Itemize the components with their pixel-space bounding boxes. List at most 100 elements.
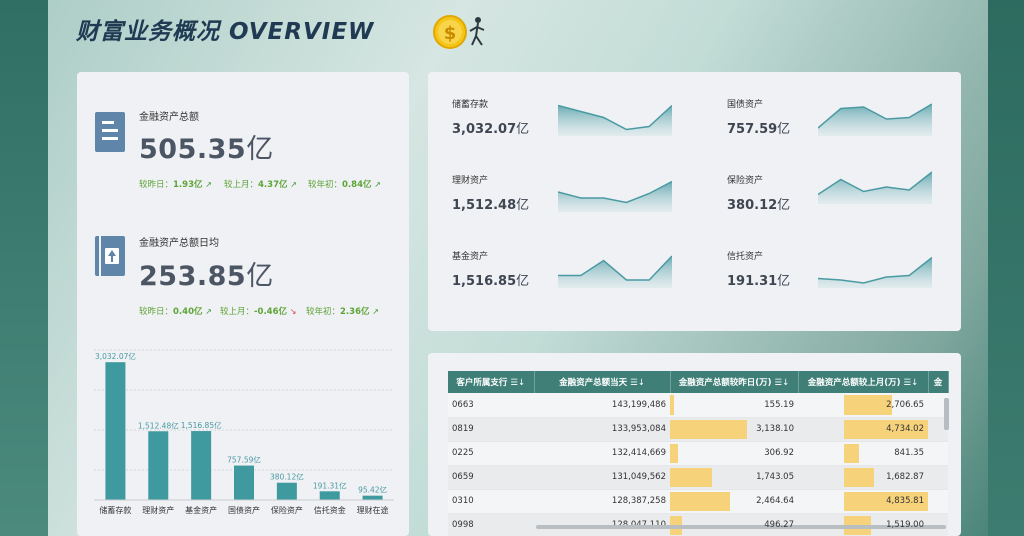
cell-branch: 0310 — [448, 489, 534, 514]
col-today-header[interactable]: 金融资产总额当天 ☰↓ — [534, 371, 671, 393]
cell-today: 132,414,669 — [534, 441, 670, 466]
cell-more — [928, 393, 948, 418]
sparkline-area — [558, 181, 672, 212]
sparkline-line — [558, 255, 672, 281]
bar-category-label: 信托资金 — [314, 505, 346, 515]
asset-label: 信托资产 — [727, 252, 764, 262]
sparkline — [818, 171, 932, 204]
bar-category-label: 理财资产 — [142, 505, 174, 515]
kpi-compare-yesterday: 较昨日：0.40亿 ↗ — [139, 307, 212, 317]
kpi-label-daily: 金融资产总额日均 — [139, 238, 219, 249]
table-row[interactable]: 0998128,047,110496.271,519.00 — [448, 513, 948, 536]
sparkline — [558, 255, 672, 288]
table-row[interactable]: 0310 128,387,258 2,464.64 4,835.81 — [448, 489, 948, 514]
data-bar — [844, 467, 875, 487]
sort-icon[interactable]: ☰↓ — [630, 378, 645, 388]
bar-data-label: 1,516.85亿 — [181, 420, 222, 430]
asset-label: 保险资产 — [727, 176, 764, 186]
background-edge-left — [0, 0, 48, 536]
cell-vs-yesterday: 1,743.05 — [670, 465, 798, 490]
sparkline — [818, 103, 932, 136]
kpi-compare-month: 较上月：-0.46亿 ↘ — [220, 307, 297, 317]
arrow-up-icon: ↗ — [372, 307, 379, 316]
bar-data-label: 757.59亿 — [227, 455, 261, 465]
cell-vs-yesterday: 2,464.64 — [670, 489, 798, 514]
table-row[interactable]: 0659 131,049,562 1,743.05 1,682.87 — [448, 465, 948, 490]
table-row[interactable]: 0663 143,199,486 155.19 2,706.65 — [448, 393, 948, 418]
sort-icon[interactable]: ☰↓ — [903, 378, 919, 388]
bar-data-label: 191.31亿 — [313, 480, 347, 490]
cell-vs-month: 841.35 — [798, 441, 928, 466]
asset-value: 757.59亿 — [727, 122, 791, 137]
sparkline — [818, 256, 932, 288]
col-vs-month-header[interactable]: 金融资产总额较上月(万) ☰↓ — [798, 371, 929, 393]
kpi-compare-month: 较上月：4.37亿 ↗ — [224, 180, 297, 190]
col-more-header[interactable]: 金 — [928, 371, 949, 393]
cell-today: 131,049,562 — [534, 465, 670, 490]
cell-today: 128,047,110 — [534, 513, 670, 536]
asset-label: 国债资产 — [727, 100, 764, 110]
cell-vs-month: 4,734.02 — [798, 417, 929, 442]
background-edge-right — [988, 0, 1024, 536]
cell-more — [928, 489, 948, 514]
asset-value: 191.31亿 — [727, 274, 791, 289]
cell-more — [928, 513, 948, 536]
cell-today: 143,199,486 — [534, 393, 670, 418]
asset-value: 1,516.85亿 — [452, 274, 530, 289]
bar-data-label: 95.42亿 — [358, 485, 387, 495]
cell-vs-month: 4,835.81 — [798, 489, 930, 514]
bar-data-label: 3,032.07亿 — [95, 351, 136, 361]
cell-vs-month: 2,706.65 — [798, 393, 928, 418]
bar[interactable] — [105, 362, 126, 500]
bar[interactable] — [276, 482, 297, 500]
coin-icon: $ — [433, 15, 485, 49]
cell-branch: 0819 — [448, 417, 534, 442]
bar[interactable] — [148, 431, 169, 500]
table-row[interactable]: 0225 132,414,669 306.92 841.35 — [448, 441, 948, 466]
bar-data-label: 1,512.48亿 — [138, 420, 179, 430]
cell-branch: 0659 — [448, 465, 534, 490]
data-bar — [844, 395, 893, 415]
table-vertical-scrollbar[interactable] — [944, 398, 949, 430]
bar[interactable] — [362, 495, 383, 500]
asset-label: 储蓄存款 — [452, 100, 489, 110]
bar-data-label: 380.12亿 — [270, 472, 304, 482]
arrow-up-icon: ↗ — [205, 180, 212, 189]
branch-table: 客户所属支行 ☰↓ 金融资产总额当天 ☰↓ 金融资产总额较昨日(万) ☰↓ 金融资产总… — [448, 371, 949, 536]
page-title: 财富业务概况 OVERVIEW — [76, 19, 375, 45]
kpi-compare-year: 较年初：0.84亿 ↗ — [308, 180, 381, 190]
bar[interactable] — [234, 465, 254, 500]
data-bar — [670, 395, 674, 415]
sparkline — [558, 180, 672, 212]
kpi-value-total: 505.35亿 — [139, 134, 274, 165]
sparkline-area — [818, 257, 932, 288]
svg-text:$: $ — [444, 23, 457, 44]
bar[interactable] — [319, 491, 340, 500]
data-bar — [844, 443, 859, 463]
bar-category-label: 储蓄存款 — [99, 505, 131, 515]
cell-more — [928, 465, 948, 490]
bar-category-label: 理财在途 — [357, 505, 389, 515]
sort-icon[interactable]: ☰↓ — [510, 378, 526, 388]
data-bar — [670, 467, 713, 487]
col-branch-header[interactable]: 客户所属支行 ☰↓ — [448, 371, 535, 393]
table-row[interactable]: 0819 133,953,084 3,138.10 4,734.02 — [448, 417, 948, 442]
sparkline-area — [558, 256, 672, 288]
table-horizontal-scrollbar[interactable] — [536, 525, 946, 529]
sparkline-line — [558, 104, 672, 131]
sort-icon[interactable]: ☰↓ — [774, 378, 790, 388]
branch-table-panel: 客户所属支行 ☰↓ 金融资产总额当天 ☰↓ 金融资产总额较昨日(万) ☰↓ 金融资产总… — [428, 353, 961, 536]
kpi-compare-yesterday: 较昨日：1.93亿 ↗ — [139, 180, 212, 190]
bar-category-label: 国债资产 — [228, 505, 260, 515]
col-vs-yesterday-header[interactable]: 金融资产总额较昨日(万) ☰↓ — [670, 371, 799, 393]
cell-today: 128,387,258 — [534, 489, 670, 514]
bar[interactable] — [191, 431, 212, 500]
wallet-icon — [95, 236, 125, 276]
sparkline-line — [818, 103, 932, 129]
data-bar — [844, 419, 929, 439]
asset-label: 理财资产 — [452, 176, 489, 186]
data-bar — [670, 419, 747, 439]
arrow-up-icon: ↗ — [290, 180, 297, 189]
bar-category-label: 保险资产 — [271, 505, 303, 515]
